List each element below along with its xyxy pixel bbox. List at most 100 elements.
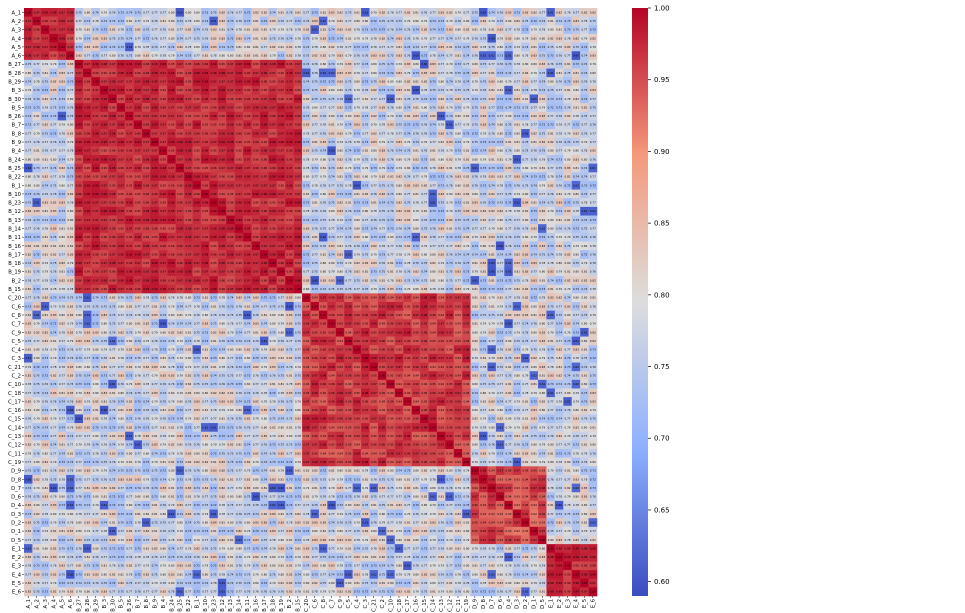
- heatmap-cell: [217, 42, 227, 52]
- heatmap-cell: [470, 59, 480, 69]
- heatmap-cell: [141, 25, 151, 35]
- cell-value-label: 0.72: [522, 28, 528, 32]
- heatmap-cell: [571, 16, 581, 26]
- heatmap-cell: [428, 59, 438, 69]
- heatmap-cell: [167, 33, 176, 43]
- heatmap-cell: [504, 8, 514, 17]
- heatmap-cell: [369, 8, 379, 17]
- cell-value-label: 0.74: [126, 10, 132, 14]
- cell-value-label: 0.81: [253, 54, 259, 58]
- heatmap-cell: [352, 16, 362, 26]
- cell-value-label: 0.73: [565, 19, 571, 23]
- heatmap-cell: [74, 59, 84, 69]
- heatmap-cell: [243, 51, 252, 61]
- cell-value-label: 0.81: [489, 28, 495, 32]
- cell-value-label: 0.77: [438, 36, 444, 40]
- heatmap-cell: [40, 51, 50, 61]
- heatmap-cell: [470, 8, 480, 17]
- heatmap-cell: [158, 25, 168, 35]
- heatmap-cell: [546, 51, 556, 61]
- heatmap-cell: [377, 16, 387, 26]
- heatmap-cell: [361, 42, 370, 52]
- heatmap-cell: [243, 42, 252, 52]
- heatmap-cell: [192, 42, 202, 52]
- cell-value-label: 0.82: [556, 10, 562, 14]
- cell-value-label: 0.73: [185, 54, 191, 58]
- cell-value-label: 0.75: [388, 19, 394, 23]
- heatmap-cell: [411, 8, 421, 17]
- cell-value-label: 0.75: [194, 36, 200, 40]
- heatmap-cell: [133, 51, 143, 61]
- cell-value-label: 0.75: [76, 10, 82, 14]
- heatmap-cell: [49, 8, 59, 17]
- heatmap-cell: [125, 42, 134, 52]
- heatmap-cell: [462, 16, 471, 26]
- heatmap-cell: [66, 25, 75, 35]
- cell-value-label: 0.72: [101, 28, 107, 32]
- cell-value-label: 0.75: [522, 19, 528, 23]
- cell-value-label: 0.81: [160, 19, 166, 23]
- heatmap-cell: [529, 59, 539, 69]
- heatmap-cell: [209, 33, 219, 43]
- heatmap-cell: [209, 59, 219, 69]
- cell-value-label: 0.78: [160, 54, 166, 58]
- heatmap-cell: [125, 25, 134, 35]
- cell-value-label: 0.76: [472, 36, 478, 40]
- heatmap-cell: [436, 16, 446, 26]
- cell-value-label: 0.81: [531, 36, 537, 40]
- cell-value-label: 0.79: [143, 19, 149, 23]
- cell-value-label: 0.97: [67, 45, 73, 49]
- heatmap-cell: [184, 25, 193, 35]
- cell-value-label: 0.72: [101, 45, 107, 49]
- heatmap-cell: [420, 51, 429, 61]
- heatmap-cell: [436, 25, 446, 35]
- cell-value-label: 0.81: [219, 28, 225, 32]
- heatmap-cell: [386, 25, 396, 35]
- heatmap-cell: [268, 59, 278, 69]
- heatmap-cell: [91, 42, 101, 52]
- cell-value-label: 0.77: [160, 45, 166, 49]
- cell-value-label: 0.74: [244, 36, 250, 40]
- cell-value-label: 0.83: [312, 19, 318, 23]
- heatmap-cell: [344, 51, 353, 61]
- cell-value-label: 0.80: [185, 10, 191, 14]
- cell-value-label: 0.72: [438, 28, 444, 32]
- heatmap-cell: [40, 42, 50, 52]
- cell-value-label: 0.75: [396, 19, 402, 23]
- heatmap-cell: [495, 33, 505, 43]
- heatmap-cell: [200, 8, 210, 17]
- cell-value-label: 0.79: [329, 19, 335, 23]
- cell-value-label: 0.82: [514, 19, 520, 23]
- heatmap-cell: [40, 8, 50, 17]
- heatmap-cell: [141, 8, 151, 17]
- heatmap-cell: [40, 33, 50, 43]
- cell-value-label: 0.82: [337, 10, 343, 14]
- cell-value-label: 0.76: [227, 10, 233, 14]
- heatmap-cell: [546, 33, 556, 43]
- cell-value-label: 0.74: [286, 36, 292, 40]
- cell-value-label: 0.60: [177, 10, 183, 14]
- heatmap-cell: [394, 42, 404, 52]
- cell-value-label: 0.73: [312, 10, 318, 14]
- cell-value-label: 0.77: [135, 36, 141, 40]
- heatmap-cell: [167, 16, 176, 26]
- cell-value-label: 0.98: [25, 28, 31, 32]
- heatmap-cell: [108, 16, 117, 26]
- heatmap-cell: [116, 16, 126, 26]
- cell-value-label: 0.75: [472, 10, 478, 14]
- heatmap-cell: [57, 33, 67, 43]
- heatmap-cell: [184, 8, 193, 17]
- heatmap-cell: [209, 51, 219, 61]
- cell-value-label: 0.83: [447, 28, 453, 32]
- cell-value-label: 0.61: [320, 19, 326, 23]
- heatmap-cell: [327, 25, 337, 35]
- cell-value-label: 0.82: [404, 10, 410, 14]
- cell-value-label: 0.83: [506, 10, 512, 14]
- cell-value-label: 0.82: [219, 10, 225, 14]
- heatmap-cell: [327, 59, 337, 69]
- cell-value-label: 0.82: [211, 36, 217, 40]
- heatmap-cell: [99, 8, 109, 17]
- cell-value-label: 0.81: [548, 19, 554, 23]
- heatmap-cell: [192, 33, 202, 43]
- heatmap-cell: [251, 33, 261, 43]
